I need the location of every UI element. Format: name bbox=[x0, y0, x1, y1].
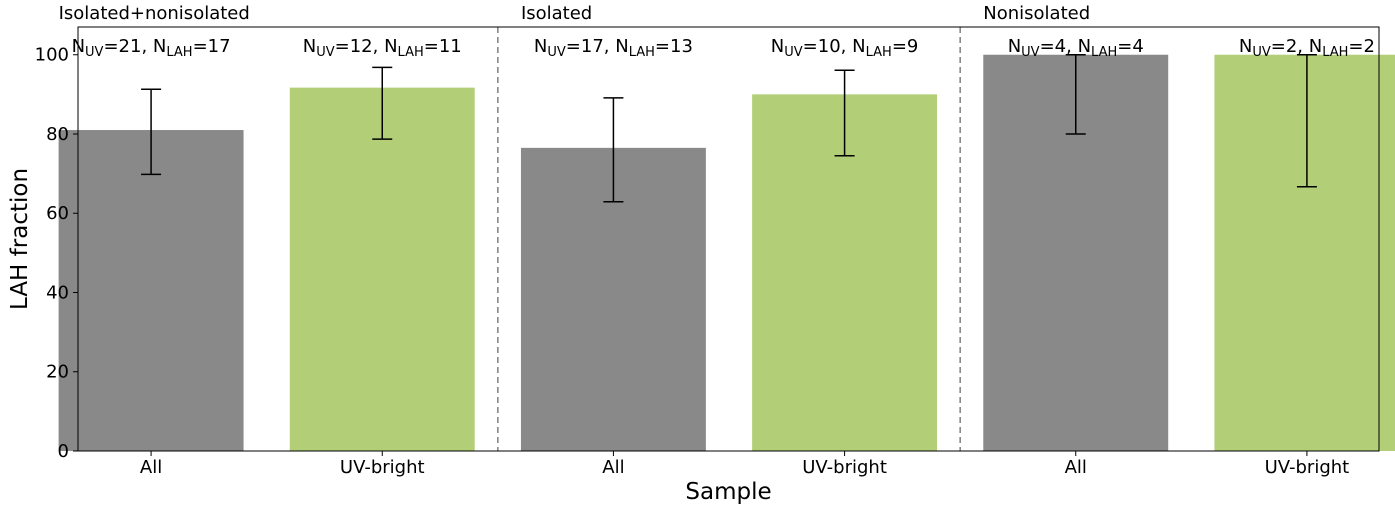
error-bars-layer bbox=[141, 53, 1317, 203]
count-label-part: =10 bbox=[803, 36, 841, 57]
x-tick-label: UV-bright bbox=[340, 457, 425, 478]
y-tick-label: 20 bbox=[46, 362, 69, 383]
count-label-0-1: NUV=12, NLAH=11 bbox=[303, 36, 462, 60]
count-label-part: N bbox=[771, 36, 784, 57]
count-label-part: LAH bbox=[1091, 45, 1117, 60]
count-label-part: UV bbox=[1021, 45, 1040, 60]
y-axis-label: LAH fraction bbox=[7, 168, 33, 310]
group-label-1: Isolated bbox=[521, 3, 592, 24]
group-label-2: Nonisolated bbox=[983, 3, 1090, 24]
count-label-part: =9 bbox=[892, 36, 919, 57]
count-label-part: =13 bbox=[655, 36, 693, 57]
count-label-part: , bbox=[1297, 36, 1308, 57]
x-tick-label: All bbox=[140, 457, 162, 478]
count-label-part: N bbox=[1078, 36, 1091, 57]
count-label-part: =17 bbox=[566, 36, 604, 57]
count-label-part: UV bbox=[316, 45, 335, 60]
count-label-part: =4 bbox=[1040, 36, 1067, 57]
count-label-part: LAH bbox=[629, 45, 655, 60]
count-label-part: UV bbox=[784, 45, 803, 60]
y-tick-label: 0 bbox=[58, 441, 69, 462]
count-label-part: LAH bbox=[166, 45, 192, 60]
count-label-part: N bbox=[852, 36, 865, 57]
x-tick-label: All bbox=[602, 457, 624, 478]
x-tick-label: UV-bright bbox=[802, 457, 887, 478]
bar-0-0 bbox=[58, 130, 244, 452]
count-label-part: N bbox=[72, 36, 85, 57]
bar-2-1 bbox=[1214, 54, 1395, 452]
group-dividers bbox=[497, 27, 961, 451]
count-label-1-0: NUV=17, NLAH=13 bbox=[534, 36, 693, 60]
count-label-part: =17 bbox=[193, 36, 231, 57]
plot-frame bbox=[77, 26, 1380, 452]
count-label-part: , bbox=[841, 36, 852, 57]
count-label-part: LAH bbox=[866, 45, 892, 60]
group-label-0: Isolated+nonisolated bbox=[59, 3, 250, 24]
count-label-part: =21 bbox=[103, 36, 141, 57]
count-label-part: LAH bbox=[1322, 45, 1348, 60]
y-tick-label: 60 bbox=[46, 203, 69, 224]
count-label-part: , bbox=[1066, 36, 1077, 57]
count-label-part: =11 bbox=[424, 36, 462, 57]
count-label-part: UV bbox=[547, 45, 566, 60]
x-axis-label: Sample bbox=[685, 479, 771, 505]
count-label-part: =4 bbox=[1117, 36, 1144, 57]
x-axis: All UV-bright All UV-bright All UV-bright bbox=[140, 451, 1349, 478]
count-label-part: N bbox=[153, 36, 166, 57]
count-label-part: N bbox=[534, 36, 547, 57]
y-tick-label: 40 bbox=[46, 282, 69, 303]
annotation-labels: NUV=21, NLAH=17 NUV=12, NLAH=11 NUV=17, NL… bbox=[59, 3, 1375, 60]
count-label-2-1: NUV=2, NLAH=2 bbox=[1239, 36, 1375, 60]
x-tick-label: All bbox=[1065, 457, 1087, 478]
count-label-part: LAH bbox=[398, 45, 424, 60]
count-label-part: UV bbox=[1252, 45, 1271, 60]
y-tick-label: 80 bbox=[46, 124, 69, 145]
x-tick-label: UV-bright bbox=[1265, 457, 1350, 478]
count-label-part: N bbox=[303, 36, 316, 57]
count-label-part: =2 bbox=[1271, 36, 1298, 57]
y-tick-label: 100 bbox=[35, 45, 69, 66]
count-label-part: , bbox=[141, 36, 152, 57]
count-label-part: N bbox=[1008, 36, 1021, 57]
count-label-part: N bbox=[1309, 36, 1322, 57]
count-label-part: UV bbox=[85, 45, 104, 60]
bars-layer bbox=[58, 54, 1395, 452]
y-axis: 0 20 40 60 80 100 bbox=[35, 45, 78, 462]
count-label-2-0: NUV=4, NLAH=4 bbox=[1008, 36, 1144, 60]
bar-0-1 bbox=[289, 87, 475, 451]
count-label-part: =2 bbox=[1348, 36, 1375, 57]
count-label-part: , bbox=[604, 36, 615, 57]
count-label-part: =12 bbox=[335, 36, 373, 57]
count-label-part: , bbox=[373, 36, 384, 57]
count-label-0-0: NUV=21, NLAH=17 bbox=[72, 36, 231, 60]
count-label-part: N bbox=[384, 36, 397, 57]
count-label-part: N bbox=[615, 36, 628, 57]
count-label-part: N bbox=[1239, 36, 1252, 57]
count-label-1-1: NUV=10, NLAH=9 bbox=[771, 36, 919, 60]
